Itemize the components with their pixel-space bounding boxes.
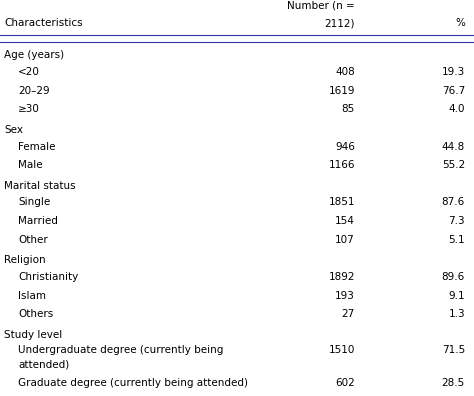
Text: 87.6: 87.6 — [442, 198, 465, 208]
Text: 89.6: 89.6 — [442, 272, 465, 282]
Text: 1510: 1510 — [328, 345, 355, 355]
Text: Other: Other — [18, 235, 48, 245]
Text: Male: Male — [18, 160, 43, 170]
Text: Sex: Sex — [4, 125, 23, 135]
Text: 1619: 1619 — [328, 86, 355, 95]
Text: 7.3: 7.3 — [448, 216, 465, 226]
Text: Study level: Study level — [4, 330, 62, 340]
Text: 602: 602 — [335, 378, 355, 388]
Text: 44.8: 44.8 — [442, 141, 465, 152]
Text: Graduate degree (currently being attended): Graduate degree (currently being attende… — [18, 378, 248, 388]
Text: 2112): 2112) — [325, 18, 355, 28]
Text: 55.2: 55.2 — [442, 160, 465, 170]
Text: Marital status: Marital status — [4, 181, 76, 191]
Text: 107: 107 — [335, 235, 355, 245]
Text: Single: Single — [18, 198, 50, 208]
Text: ≥30: ≥30 — [18, 104, 40, 114]
Text: Characteristics: Characteristics — [4, 18, 82, 28]
Text: Age (years): Age (years) — [4, 50, 64, 60]
Text: 154: 154 — [335, 216, 355, 226]
Text: 1851: 1851 — [328, 198, 355, 208]
Text: Married: Married — [18, 216, 58, 226]
Text: Christianity: Christianity — [18, 272, 78, 282]
Text: 1.3: 1.3 — [448, 309, 465, 319]
Text: Islam: Islam — [18, 291, 46, 301]
Text: Female: Female — [18, 141, 55, 152]
Text: 193: 193 — [335, 291, 355, 301]
Text: 85: 85 — [342, 104, 355, 114]
Text: 27: 27 — [342, 309, 355, 319]
Text: 71.5: 71.5 — [442, 345, 465, 355]
Text: attended): attended) — [18, 360, 69, 369]
Text: 1892: 1892 — [328, 272, 355, 282]
Text: 76.7: 76.7 — [442, 86, 465, 95]
Text: 20–29: 20–29 — [18, 86, 50, 95]
Text: Number (n =: Number (n = — [287, 0, 355, 10]
Text: 9.1: 9.1 — [448, 291, 465, 301]
Text: 28.5: 28.5 — [442, 378, 465, 388]
Text: 946: 946 — [335, 141, 355, 152]
Text: Others: Others — [18, 309, 53, 319]
Text: 1166: 1166 — [328, 160, 355, 170]
Text: 5.1: 5.1 — [448, 235, 465, 245]
Text: 19.3: 19.3 — [442, 67, 465, 77]
Text: Undergraduate degree (currently being: Undergraduate degree (currently being — [18, 345, 223, 355]
Text: 408: 408 — [335, 67, 355, 77]
Text: 4.0: 4.0 — [448, 104, 465, 114]
Text: <20: <20 — [18, 67, 40, 77]
Text: Religion: Religion — [4, 255, 46, 265]
Text: %: % — [455, 18, 465, 28]
